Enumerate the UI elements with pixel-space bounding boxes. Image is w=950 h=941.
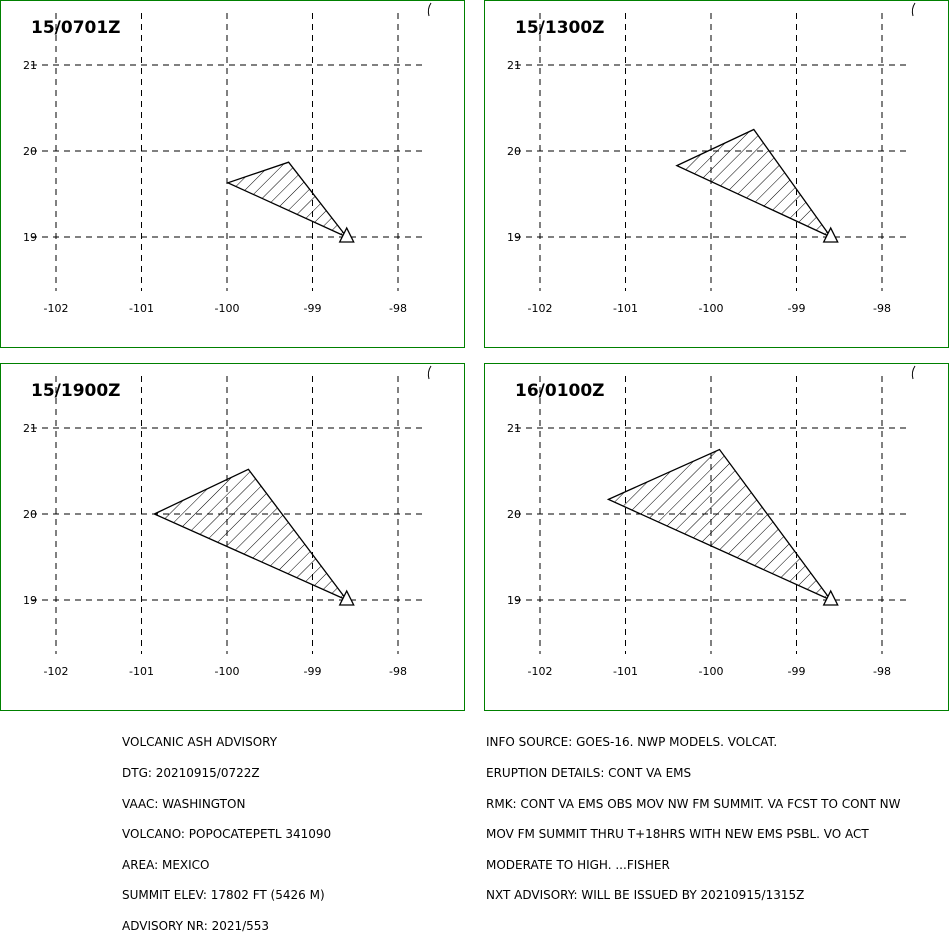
lat-tick-label: 19 <box>23 231 37 244</box>
ash-cloud-polygon <box>226 161 348 238</box>
lon-tick-label: -101 <box>129 665 154 678</box>
coastline <box>911 2 916 17</box>
forecast-panel-1: -102 -101 -100 -99 -98 19 20 21 15/0701Z <box>0 0 465 348</box>
volcano-icon <box>822 226 839 243</box>
ash-cloud-polygon <box>675 128 833 239</box>
lon-tick-label: -102 <box>44 302 69 315</box>
advisory-line: DTG: 20210915/0722Z <box>122 766 260 780</box>
lat-tick-label: 20 <box>507 508 521 521</box>
lat-tick-label: 20 <box>23 145 37 158</box>
forecast-panel-2: -102 -101 -100 -99 -98 19 20 21 15/1300Z <box>484 0 949 348</box>
lon-tick-label: -99 <box>788 302 806 315</box>
advisory-line: MOV FM SUMMIT THRU T+18HRS WITH NEW EMS … <box>486 827 869 842</box>
coastline <box>911 365 916 380</box>
volcano-icon <box>338 589 355 606</box>
ash-map-1: -102 -101 -100 -99 -98 19 20 21 <box>23 2 432 315</box>
lon-tick-label: -100 <box>699 302 724 315</box>
advisory-line: AREA: MEXICO <box>122 857 210 872</box>
advisory-line: NXT ADVISORY: WILL BE ISSUED BY 20210915… <box>486 888 805 903</box>
lat-tick-label: 21 <box>507 422 521 435</box>
lat-tick-label: 19 <box>507 231 521 244</box>
lon-tick-label: -101 <box>129 302 154 315</box>
lon-tick-label: -101 <box>613 665 638 678</box>
lat-tick-label: 19 <box>507 594 521 607</box>
lon-tick-label: -99 <box>304 302 322 315</box>
lon-tick-label: -99 <box>304 665 322 678</box>
volcano-icon <box>338 226 355 243</box>
lat-tick-label: 21 <box>23 59 37 72</box>
lat-tick-label: 21 <box>23 422 37 435</box>
lat-tick-label: 20 <box>23 508 37 521</box>
panel-3-time: 15/1900Z <box>31 381 121 401</box>
lon-tick-label: -100 <box>215 302 240 315</box>
lon-tick-label: -98 <box>389 665 407 678</box>
lon-tick-label: -99 <box>788 665 806 678</box>
lat-tick-label: 20 <box>507 145 521 158</box>
ash-map-2: -102 -101 -100 -99 -98 19 20 21 <box>507 2 916 315</box>
lon-tick-label: -100 <box>215 665 240 678</box>
lat-tick-label: 19 <box>23 594 37 607</box>
lon-tick-label: -98 <box>873 302 891 315</box>
lon-tick-label: -102 <box>528 302 553 315</box>
forecast-panel-4: -102 -101 -100 -99 -98 19 20 21 16/0100Z <box>484 363 949 711</box>
panel-4-time: 16/0100Z <box>515 381 605 401</box>
coastline <box>427 2 432 17</box>
volcano-icon <box>822 589 839 606</box>
lon-tick-label: -98 <box>873 665 891 678</box>
lon-tick-label: -102 <box>528 665 553 678</box>
advisory-line: MODERATE TO HIGH. ...FISHER <box>486 857 670 872</box>
advisory-remarks-right: INFO SOURCE: GOES-16. NWP MODELS. VOLCAT… <box>486 717 901 911</box>
panel-2-time: 15/1300Z <box>515 18 605 38</box>
ash-cloud-polygon <box>606 448 833 602</box>
advisory-line: SUMMIT ELEV: 17802 FT (5426 M) <box>122 888 325 903</box>
lon-tick-label: -100 <box>699 665 724 678</box>
advisory-line: ADVISORY NR: 2021/553 <box>122 918 270 933</box>
advisory-header-left: VOLCANIC ASH ADVISORY DTG: 20210915/0722… <box>122 717 331 941</box>
advisory-line: VOLCANO: POPOCATEPETL 341090 <box>122 827 332 842</box>
advisory-line: RMK: CONT VA EMS OBS MOV NW FM SUMMIT. V… <box>486 796 901 811</box>
lon-tick-label: -101 <box>613 302 638 315</box>
lat-tick-label: 21 <box>507 59 521 72</box>
advisory-line: INFO SOURCE: GOES-16. NWP MODELS. VOLCAT… <box>486 735 778 750</box>
ash-cloud-polygon <box>152 468 349 602</box>
advisory-line: VOLCANIC ASH ADVISORY <box>122 735 278 750</box>
forecast-panel-3: -102 -101 -100 -99 -98 19 20 21 15/1900Z <box>0 363 465 711</box>
panel-1-time: 15/0701Z <box>31 18 121 38</box>
ash-map-4: -102 -101 -100 -99 -98 19 20 21 <box>507 365 916 678</box>
ash-map-3: -102 -101 -100 -99 -98 19 20 21 <box>23 365 432 678</box>
lon-tick-label: -102 <box>44 665 69 678</box>
advisory-line: ERUPTION DETAILS: CONT VA EMS <box>486 766 692 780</box>
coastline <box>427 365 432 380</box>
advisory-line: VAAC: WASHINGTON <box>122 796 246 811</box>
lon-tick-label: -98 <box>389 302 407 315</box>
